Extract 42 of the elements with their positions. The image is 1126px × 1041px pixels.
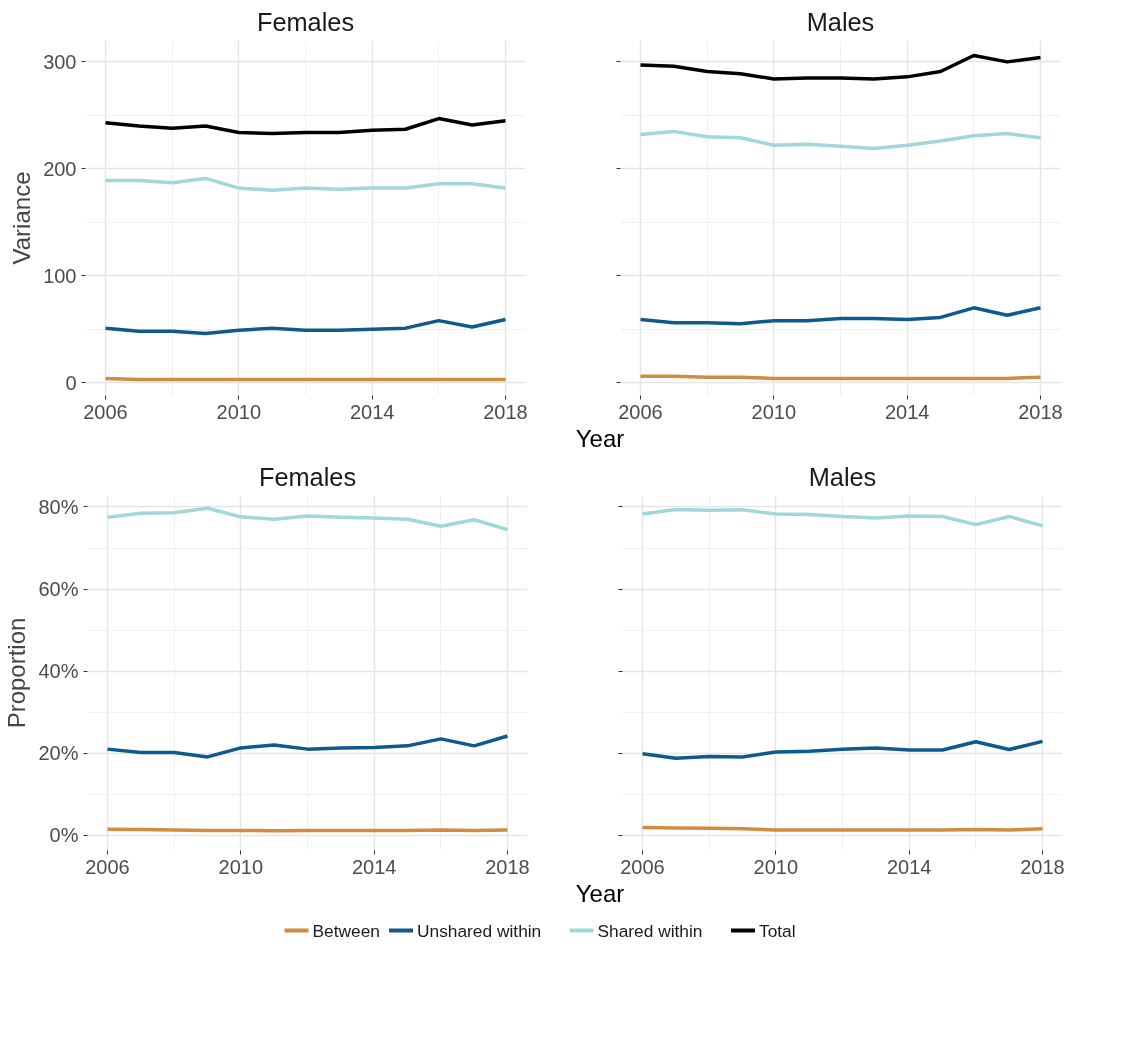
x-tick-label: 2018 bbox=[485, 855, 530, 878]
line-series bbox=[103, 116, 508, 136]
y-tick-label: 200 bbox=[43, 157, 77, 180]
y-tick-label: 300 bbox=[43, 50, 77, 73]
line-series bbox=[105, 506, 510, 532]
legend-label: Total bbox=[759, 920, 796, 941]
x-tick-label: 2010 bbox=[216, 400, 262, 423]
y-axis-title: Variance bbox=[8, 171, 36, 265]
x-tick-label: 2018 bbox=[483, 400, 528, 423]
y-tick-label: 0 bbox=[65, 371, 77, 394]
x-tick-label: 2010 bbox=[751, 400, 797, 423]
legend-label: Shared within bbox=[597, 920, 703, 941]
x-tick-label: 2006 bbox=[85, 855, 130, 878]
x-tick-label: 2018 bbox=[1020, 855, 1065, 878]
x-tick-label: 2014 bbox=[886, 855, 932, 878]
y-tick-label: 20% bbox=[38, 742, 79, 765]
y-tick-label: 100 bbox=[43, 264, 77, 287]
y-tick-label: 40% bbox=[38, 660, 79, 683]
y-tick-label: 60% bbox=[38, 578, 79, 601]
chart-title: Males bbox=[808, 462, 877, 491]
x-tick-label: 2010 bbox=[218, 855, 264, 878]
legend-label: Between bbox=[312, 920, 380, 941]
x-tick-label: 2006 bbox=[83, 400, 128, 423]
line-series bbox=[103, 317, 508, 336]
chart-title: Females bbox=[256, 7, 355, 36]
x-tick-label: 2018 bbox=[1018, 400, 1063, 423]
legend-label: Unshared within bbox=[417, 920, 542, 941]
y-axis-title: Proportion bbox=[3, 617, 31, 729]
x-tick-label: 2014 bbox=[349, 400, 395, 423]
line-series bbox=[103, 176, 508, 192]
y-tick-label: 80% bbox=[38, 495, 79, 518]
line-series bbox=[105, 734, 510, 759]
x-axis-title: Year bbox=[575, 425, 625, 452]
chart-title: Females bbox=[258, 462, 357, 491]
x-tick-label: 2006 bbox=[618, 400, 663, 423]
x-axis-title: Year bbox=[575, 880, 625, 907]
x-tick-label: 2014 bbox=[884, 400, 930, 423]
x-tick-label: 2010 bbox=[753, 855, 799, 878]
chart-title: Males bbox=[806, 7, 875, 36]
y-tick-label: 0% bbox=[49, 824, 79, 847]
x-tick-label: 2014 bbox=[351, 855, 397, 878]
x-tick-label: 2006 bbox=[620, 855, 665, 878]
